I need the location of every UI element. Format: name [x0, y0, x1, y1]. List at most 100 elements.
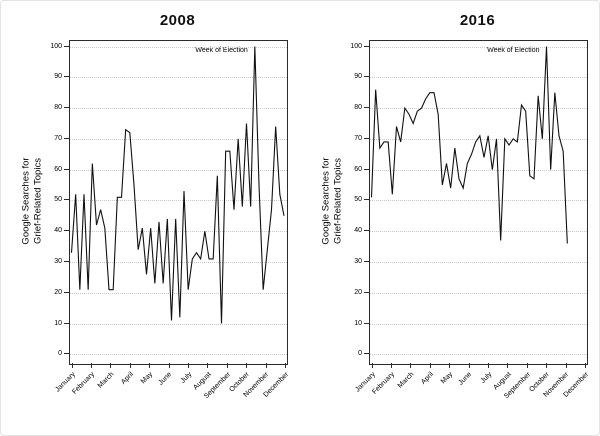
y-axis-tick — [364, 107, 369, 109]
x-axis-tick-october — [246, 363, 248, 368]
y-axis-tick — [364, 45, 369, 47]
x-tick-label-may: May — [439, 371, 455, 386]
y-tick-label-40: 40 — [354, 227, 362, 235]
gridline-y-70 — [70, 138, 287, 140]
x-tick-label-march: March — [96, 371, 116, 390]
election-annotation-2008: Week of Election — [195, 47, 248, 54]
gridline-y-100 — [370, 46, 587, 48]
x-axis-tick-october — [546, 363, 548, 368]
gridline-y-70 — [370, 138, 587, 140]
gridline-y-60 — [370, 169, 587, 171]
x-axis-tick-march — [410, 363, 412, 368]
y-axis-tick — [364, 230, 369, 232]
y-axis-tick — [64, 107, 69, 109]
y-axis-tick — [64, 261, 69, 262]
y-tick-label-0: 0 — [358, 350, 362, 358]
y-tick-label-100: 100 — [350, 42, 362, 50]
gridline-y-90 — [370, 77, 587, 79]
gridline-y-90 — [70, 77, 287, 79]
y-axis-tick — [364, 322, 369, 324]
x-tick-label-june: June — [157, 371, 174, 387]
x-axis-tick-july — [188, 363, 189, 368]
gridline-y-0 — [370, 354, 587, 356]
chart-title-2008: 2008 — [159, 12, 196, 29]
plot-area-2016: Week of Election — [369, 40, 588, 365]
y-tick-label-60: 60 — [354, 165, 362, 173]
y-tick-label-10: 10 — [54, 319, 62, 327]
y-axis-tick — [64, 45, 69, 47]
x-tick-label-march: March — [396, 371, 416, 390]
x-axis-tick-january — [371, 363, 373, 368]
x-axis-tick-december — [585, 363, 586, 368]
plot-area-2008: Week of Election — [69, 40, 288, 365]
y-tick-label-40: 40 — [54, 227, 62, 235]
y-axis-tick — [364, 76, 369, 78]
gridline-y-30 — [70, 262, 287, 263]
x-axis-tick-march — [110, 363, 112, 368]
x-tick-label-july: July — [479, 371, 493, 385]
y-tick-label-70: 70 — [54, 134, 62, 142]
y-axis-tick — [364, 261, 369, 262]
y-axis-tick — [64, 199, 69, 201]
x-axis-tick-february — [390, 363, 392, 368]
y-tick-label-50: 50 — [54, 196, 62, 204]
gridline-y-80 — [370, 108, 587, 110]
y-axis-tick — [364, 137, 369, 139]
y-tick-label-20: 20 — [354, 288, 362, 296]
y-axis-tick — [64, 322, 69, 324]
x-axis-tick-april — [429, 363, 431, 368]
gridline-y-40 — [70, 231, 287, 233]
y-tick-label-90: 90 — [54, 73, 62, 81]
x-axis-tick-june — [168, 363, 170, 368]
x-axis-tick-august — [207, 363, 209, 368]
x-axis-tick-september — [226, 363, 228, 368]
gridline-y-50 — [70, 200, 287, 202]
y-axis-tick — [64, 137, 69, 139]
y-axis-tick — [364, 199, 369, 201]
election-annotation-2016: Week of Election — [487, 47, 540, 54]
y-tick-label-0: 0 — [58, 350, 62, 358]
y-tick-label-90: 90 — [354, 73, 362, 81]
y-tick-label-80: 80 — [54, 104, 62, 112]
x-axis-tick-july — [488, 363, 489, 368]
y-tick-label-60: 60 — [54, 165, 62, 173]
x-axis-tick-january — [71, 363, 73, 368]
x-axis-tick-november — [265, 363, 267, 368]
gridline-y-40 — [370, 231, 587, 233]
series-line-2008 — [70, 46, 285, 324]
x-tick-label-april: April — [419, 371, 435, 386]
gridline-y-50 — [370, 200, 587, 202]
x-axis-tick-april — [129, 363, 131, 368]
x-axis-tick-june — [468, 363, 470, 368]
y-axis-tick — [64, 291, 69, 293]
x-axis-tick-august — [507, 363, 509, 368]
x-axis-tick-november — [565, 363, 567, 368]
gridline-y-100 — [70, 46, 287, 48]
x-tick-label-july: July — [179, 371, 193, 385]
y-tick-label-10: 10 — [354, 319, 362, 327]
y-tick-label-80: 80 — [354, 104, 362, 112]
gridline-y-60 — [70, 169, 287, 171]
x-axis-tick-may — [149, 363, 151, 368]
gridline-y-20 — [370, 292, 587, 294]
series-line-2016 — [370, 46, 568, 244]
y-tick-label-30: 30 — [354, 258, 362, 265]
gridline-y-80 — [70, 108, 287, 110]
gridline-y-30 — [370, 262, 587, 263]
x-tick-label-june: June — [457, 371, 474, 387]
x-tick-label-may: May — [139, 371, 155, 386]
x-axis-tick-february — [90, 363, 92, 368]
y-tick-label-50: 50 — [354, 196, 362, 204]
y-axis-tick — [364, 168, 369, 170]
x-axis-tick-may — [449, 363, 451, 368]
y-tick-label-20: 20 — [54, 288, 62, 296]
y-axis-tick — [364, 353, 369, 355]
y-axis-tick — [64, 168, 69, 170]
chart-title-2016: 2016 — [459, 12, 496, 29]
y-axis-tick — [64, 76, 69, 78]
gridline-y-10 — [70, 323, 287, 325]
x-axis-tick-september — [526, 363, 528, 368]
y-axis-tick — [64, 353, 69, 355]
y-tick-label-70: 70 — [354, 134, 362, 142]
